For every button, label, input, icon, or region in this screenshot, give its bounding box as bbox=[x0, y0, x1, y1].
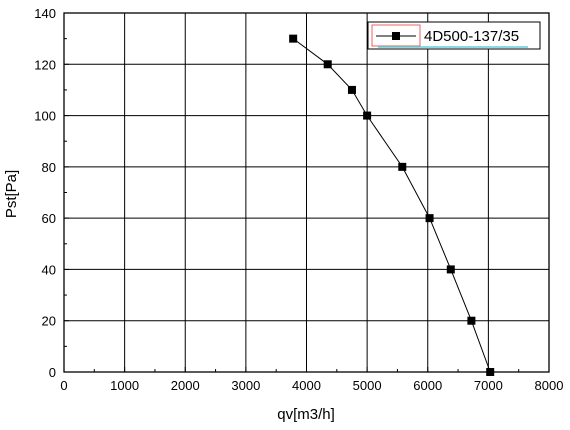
x-tick-label: 6000 bbox=[413, 378, 442, 393]
legend-label: 4D500-137/35 bbox=[424, 28, 519, 45]
x-tick-label: 0 bbox=[60, 378, 67, 393]
y-tick-label: 120 bbox=[34, 57, 56, 72]
y-axis-title: Pst[Pa] bbox=[3, 170, 20, 218]
data-point bbox=[363, 111, 372, 120]
y-tick-label: 20 bbox=[42, 314, 56, 329]
x-tick-label: 4000 bbox=[292, 378, 321, 393]
series-line bbox=[292, 38, 491, 373]
data-point bbox=[347, 85, 356, 94]
y-tick-label: 100 bbox=[34, 109, 56, 124]
y-tick-label: 60 bbox=[42, 211, 56, 226]
y-tick-label: 140 bbox=[34, 6, 56, 21]
data-point bbox=[398, 162, 407, 171]
y-tick-label: 40 bbox=[42, 262, 56, 277]
legend: 4D500-137/35 bbox=[367, 21, 541, 50]
x-axis-title: qv[m3/h] bbox=[277, 406, 335, 423]
x-tick-label: 7000 bbox=[474, 378, 503, 393]
data-point bbox=[467, 316, 476, 325]
grid-layer bbox=[64, 13, 549, 372]
tick-layer: 0 1000 2000 3000 4000 5000 6000 7000 8000 0 20 40 60… bbox=[34, 6, 563, 393]
legend-highlight bbox=[371, 24, 421, 47]
y-tick-label: 80 bbox=[42, 160, 56, 175]
series-layer bbox=[289, 34, 495, 376]
data-point bbox=[425, 214, 434, 223]
y-tick-label: 0 bbox=[49, 365, 56, 380]
data-point bbox=[323, 60, 332, 69]
legend-marker bbox=[392, 32, 400, 40]
data-point bbox=[446, 265, 455, 274]
x-tick-label: 3000 bbox=[231, 378, 260, 393]
x-tick-label: 1000 bbox=[110, 378, 139, 393]
x-tick-label: 5000 bbox=[353, 378, 382, 393]
data-point bbox=[289, 34, 298, 43]
x-tick-label: 8000 bbox=[535, 378, 564, 393]
x-tick-label: 2000 bbox=[171, 378, 200, 393]
